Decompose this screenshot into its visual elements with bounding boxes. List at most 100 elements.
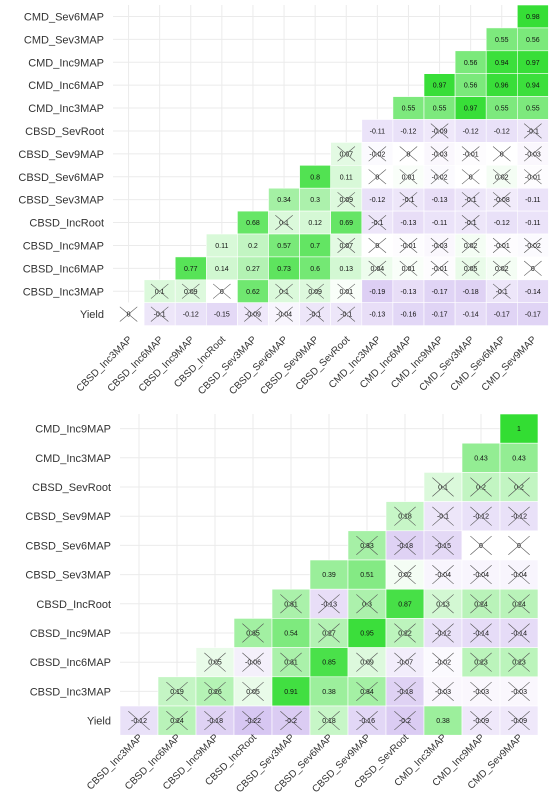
cell-value-label: 0.05 <box>208 660 222 667</box>
cell-value-label: 0.39 <box>322 572 336 579</box>
heatmap-cell: 0.2 <box>461 472 501 502</box>
heatmap-cell: 0.24 <box>499 588 539 619</box>
insignificant-cross <box>508 506 530 526</box>
heatmap-cell: 0.34 <box>268 187 300 212</box>
insignificant-cross <box>166 681 188 701</box>
heatmap-cell: 0.24 <box>157 705 197 736</box>
cell-rect <box>499 442 539 473</box>
cell-value-label: -0.03 <box>473 689 489 696</box>
insignificant-cross <box>523 123 542 139</box>
insignificant-cross <box>461 260 480 276</box>
insignificant-cross <box>280 652 302 672</box>
insignificant-cross <box>492 146 511 162</box>
insignificant-cross <box>244 306 262 322</box>
cell-value-label: 0.02 <box>495 174 509 181</box>
cell-value-label: 0.31 <box>284 601 298 608</box>
heatmap-cell: -0.18 <box>454 279 487 303</box>
cell-value-label: 0.02 <box>464 243 478 250</box>
heatmap-cell: -0.02 <box>516 233 549 258</box>
cell-value-label: 0.69 <box>339 220 353 227</box>
insignificant-cross <box>394 652 416 672</box>
heatmap-cell: 0.54 <box>271 618 311 648</box>
insignificant-cross <box>368 237 387 254</box>
heatmap-cell: -0.15 <box>423 530 463 561</box>
heatmap-cell: -0.12 <box>485 119 518 143</box>
insignificant-cross <box>356 711 378 731</box>
cell-value-label: -0.11 <box>370 128 386 135</box>
insignificant-cross <box>318 623 340 643</box>
cell-value-label: -0.12 <box>400 128 416 135</box>
insignificant-cross <box>432 594 454 614</box>
insignificant-cross <box>430 260 449 276</box>
y-tick-label: CMD_Sev3MAP <box>24 34 104 46</box>
heatmap-cell: -0.03 <box>499 676 539 707</box>
insignificant-cross <box>461 146 480 162</box>
insignificant-cross <box>242 681 264 701</box>
cell-value-label: -0.03 <box>435 689 451 696</box>
heatmap-cell: 0.14 <box>206 256 238 281</box>
heatmap-cell: 0.55 <box>423 96 456 120</box>
cell-value-label: 0.24 <box>170 718 184 725</box>
heatmap-cell: 0.11 <box>206 233 238 258</box>
heatmap-cell: -0.1 <box>143 302 176 326</box>
insignificant-cross <box>394 565 416 585</box>
cell-value-label: -0.12 <box>494 220 510 227</box>
heatmap-cell: 0.6 <box>299 256 332 281</box>
insignificant-cross <box>368 169 387 185</box>
cell-value-label: -0.12 <box>494 128 510 135</box>
cell-value-label: 0.31 <box>284 660 298 667</box>
heatmap-cell: 0.1 <box>423 472 463 502</box>
heatmap-cell: 0.13 <box>423 588 463 619</box>
insignificant-cross <box>430 169 449 185</box>
heatmap-cell: -0.12 <box>423 618 463 648</box>
cell-value-label: 0.38 <box>436 718 450 725</box>
heatmap-cell: 0.56 <box>454 50 487 74</box>
insignificant-cross <box>470 565 492 585</box>
heatmap-cell: 0.55 <box>485 27 518 52</box>
heatmap-cell: 0.05 <box>195 647 235 678</box>
cell-value-label: -0.2 <box>399 718 411 725</box>
heatmap-cell: 0.05 <box>233 676 273 707</box>
insignificant-cross <box>399 192 418 208</box>
insignificant-cross <box>523 260 542 276</box>
insignificant-cross <box>356 681 378 701</box>
heatmap-cell: 0 <box>361 233 394 258</box>
heatmap-cell: -0.1 <box>485 279 518 303</box>
heatmap-cell: 0.98 <box>516 4 549 29</box>
heatmap-cell: 0.85 <box>309 647 349 678</box>
heatmap-cell: 0.26 <box>195 676 235 707</box>
cell-value-label: -0.1 <box>340 312 352 319</box>
y-tick-label: CBSD_Sev9MAP <box>25 511 111 523</box>
cell-value-label: -0.1 <box>309 312 321 319</box>
insignificant-cross <box>470 506 492 526</box>
insignificant-cross <box>356 535 378 555</box>
heatmap-cell: 0.95 <box>347 618 387 648</box>
insignificant-cross <box>432 681 454 701</box>
cell-value-label: -0.01 <box>463 151 479 158</box>
heatmap-cell: -0.03 <box>423 142 456 166</box>
heatmap-cell: -0.2 <box>385 705 425 736</box>
heatmap-cell: 0.09 <box>299 279 332 303</box>
insignificant-cross <box>119 306 138 322</box>
heatmap-cell: 0.7 <box>299 233 332 258</box>
insignificant-cross <box>337 306 356 322</box>
heatmap-cell: -0.14 <box>516 279 549 303</box>
cell-value-label: -0.17 <box>432 312 448 319</box>
cell-value-label: -0.06 <box>245 660 261 667</box>
insignificant-cross <box>461 169 480 185</box>
insignificant-cross <box>242 652 264 672</box>
cell-value-label: -0.02 <box>525 243 541 250</box>
cell-value-label: 0 <box>479 543 483 550</box>
heatmap-cell: -0.17 <box>516 302 549 326</box>
insignificant-cross <box>508 477 530 497</box>
y-tick-label: CBSD_Inc3MAP <box>23 286 104 298</box>
insignificant-cross <box>280 594 302 614</box>
heatmap-cell: -0.12 <box>392 119 425 143</box>
heatmap-cell: 0.8 <box>299 165 332 189</box>
cell-value-label: 0.12 <box>308 220 322 227</box>
insignificant-cross <box>394 535 416 555</box>
cells: 1 0.43 0.43 0.1 0.2 0.2 0.18 -0.1 -0.12 -0.12 0.33… <box>119 413 539 736</box>
cell-value-label: 0.7 <box>310 243 320 250</box>
cell-value-label: 0.09 <box>339 197 353 204</box>
